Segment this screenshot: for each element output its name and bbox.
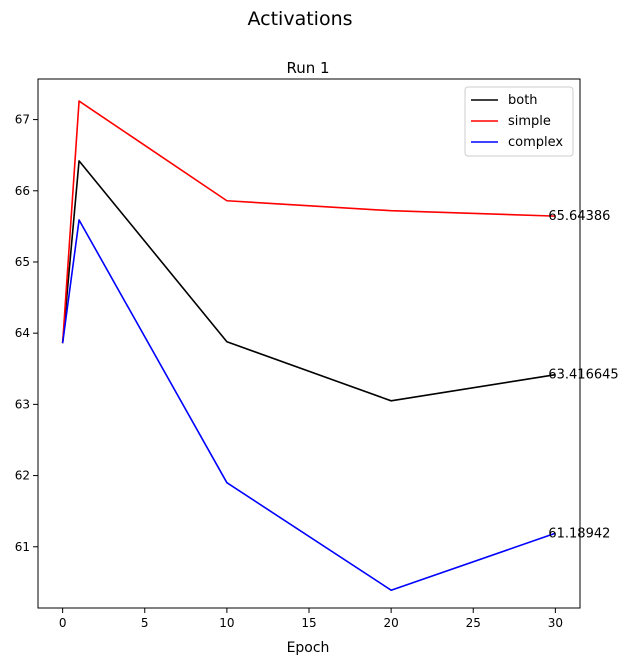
plot-frame: [37, 78, 581, 609]
x-tick-label: 30: [548, 616, 563, 630]
x-tick-label: 0: [59, 616, 67, 630]
series-line-simple: [61, 100, 556, 344]
series-line-complex: [61, 219, 556, 592]
y-tick-label: 64: [15, 326, 30, 340]
plot-title: Run 1: [286, 59, 329, 77]
y-tick-label: 67: [15, 113, 30, 127]
legend-label-simple: simple: [508, 114, 551, 129]
end-label-simple: 65.64386: [548, 209, 610, 224]
series-line-both: [61, 160, 556, 402]
x-axis: 0 5 10 15 20 25 30: [59, 608, 563, 630]
y-tick-label: 65: [15, 255, 30, 269]
plot-area: [37, 78, 581, 609]
x-axis-label: Epoch: [287, 640, 330, 656]
y-tick-label: 66: [15, 184, 30, 198]
x-tick-label: 10: [219, 616, 234, 630]
end-annotations: 63.416645 65.64386 61.18942: [548, 209, 618, 541]
x-tick-label: 25: [466, 616, 481, 630]
y-tick-label: 61: [15, 540, 30, 554]
legend-label-both: both: [508, 93, 538, 108]
y-tick-label: 62: [15, 469, 30, 483]
legend-label-complex: complex: [508, 135, 563, 150]
legend-box: [464, 86, 574, 157]
figure-title: Activations: [247, 8, 352, 30]
y-axis: 61 62 63 64 65 66 67: [15, 113, 38, 554]
y-tick-label: 63: [15, 397, 30, 411]
end-label-both: 63.416645: [548, 368, 618, 383]
legend: both simple complex: [464, 86, 574, 157]
end-label-complex: 61.18942: [548, 526, 610, 541]
x-tick-label: 15: [301, 616, 316, 630]
series-layer: [61, 100, 556, 592]
x-tick-label: 20: [383, 616, 398, 630]
x-tick-label: 5: [141, 616, 149, 630]
